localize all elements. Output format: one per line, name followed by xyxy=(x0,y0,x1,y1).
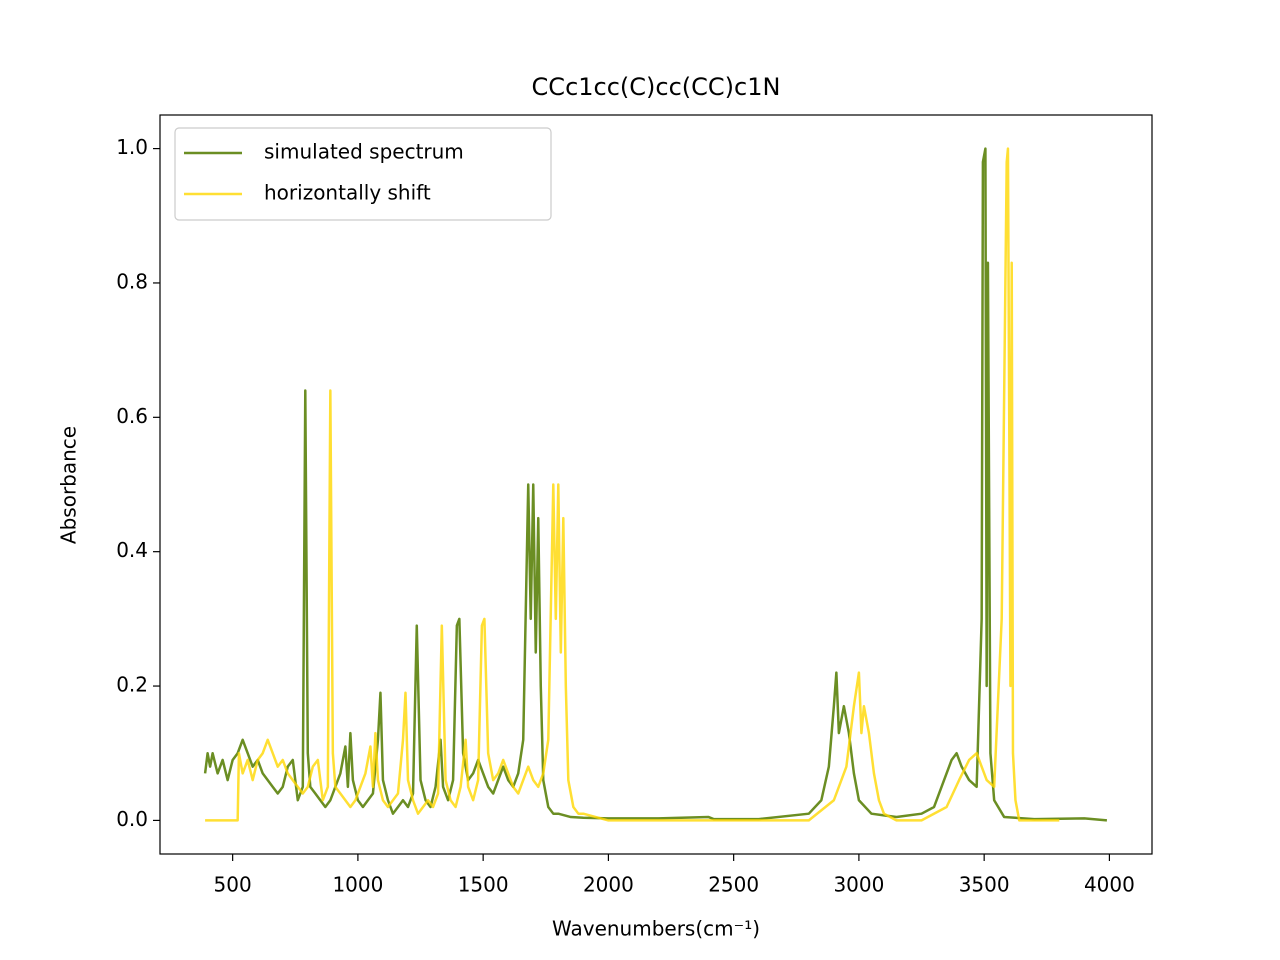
x-tick-label: 500 xyxy=(214,873,252,897)
y-tick-label: 0.4 xyxy=(116,538,148,562)
chart-title: CCc1cc(C)cc(CC)c1N xyxy=(532,73,781,101)
data-line xyxy=(205,147,1060,822)
x-tick-label: 3500 xyxy=(959,873,1010,897)
legend-label: simulated spectrum xyxy=(264,140,464,164)
y-tick-label: 0.0 xyxy=(116,807,148,831)
y-axis-label: Absorbance xyxy=(57,426,81,544)
y-tick-label: 1.0 xyxy=(116,135,148,159)
x-axis-label: Wavenumbers(cm⁻¹) xyxy=(552,917,760,941)
x-tick-label: 2500 xyxy=(708,873,759,897)
x-tick-label: 4000 xyxy=(1084,873,1135,897)
x-tick-label: 3000 xyxy=(833,873,884,897)
data-line xyxy=(203,147,1108,822)
y-tick-label: 0.8 xyxy=(116,269,148,293)
x-tick-label: 1000 xyxy=(332,873,383,897)
legend-box xyxy=(174,127,552,221)
x-tick-label: 2000 xyxy=(583,873,634,897)
plot-frame xyxy=(159,114,1153,855)
y-tick-label: 0.6 xyxy=(116,404,148,428)
x-tick-label: 1500 xyxy=(458,873,509,897)
legend-label: horizontally shift xyxy=(264,181,431,205)
y-tick-label: 0.2 xyxy=(116,673,148,697)
